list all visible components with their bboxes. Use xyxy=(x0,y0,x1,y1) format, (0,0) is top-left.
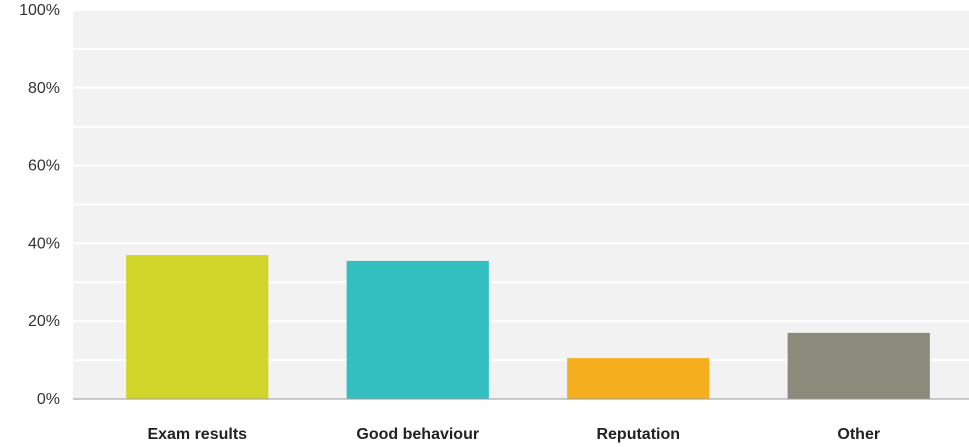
bar-other xyxy=(787,332,930,399)
y-tick-label: 80% xyxy=(28,80,60,97)
x-category-label: Reputation xyxy=(596,426,680,443)
y-tick-label: 20% xyxy=(28,313,60,330)
x-category-label: Other xyxy=(837,426,880,443)
x-axis-labels: Exam results Good behaviour Reputation Othe… xyxy=(147,426,880,443)
bar-exam-results xyxy=(126,255,269,399)
bars xyxy=(126,255,930,399)
bar-reputation xyxy=(567,358,710,399)
y-tick-label: 100% xyxy=(19,2,60,19)
y-tick-label: 0% xyxy=(37,391,60,408)
y-tick-label: 60% xyxy=(28,158,60,175)
y-axis-ticks: 0% 20% 40% 60% 80% 100% xyxy=(19,2,60,408)
x-category-label: Good behaviour xyxy=(356,426,479,443)
y-tick-label: 40% xyxy=(28,235,60,252)
x-category-label: Exam results xyxy=(147,426,247,443)
bar-good-behaviour xyxy=(346,260,489,399)
